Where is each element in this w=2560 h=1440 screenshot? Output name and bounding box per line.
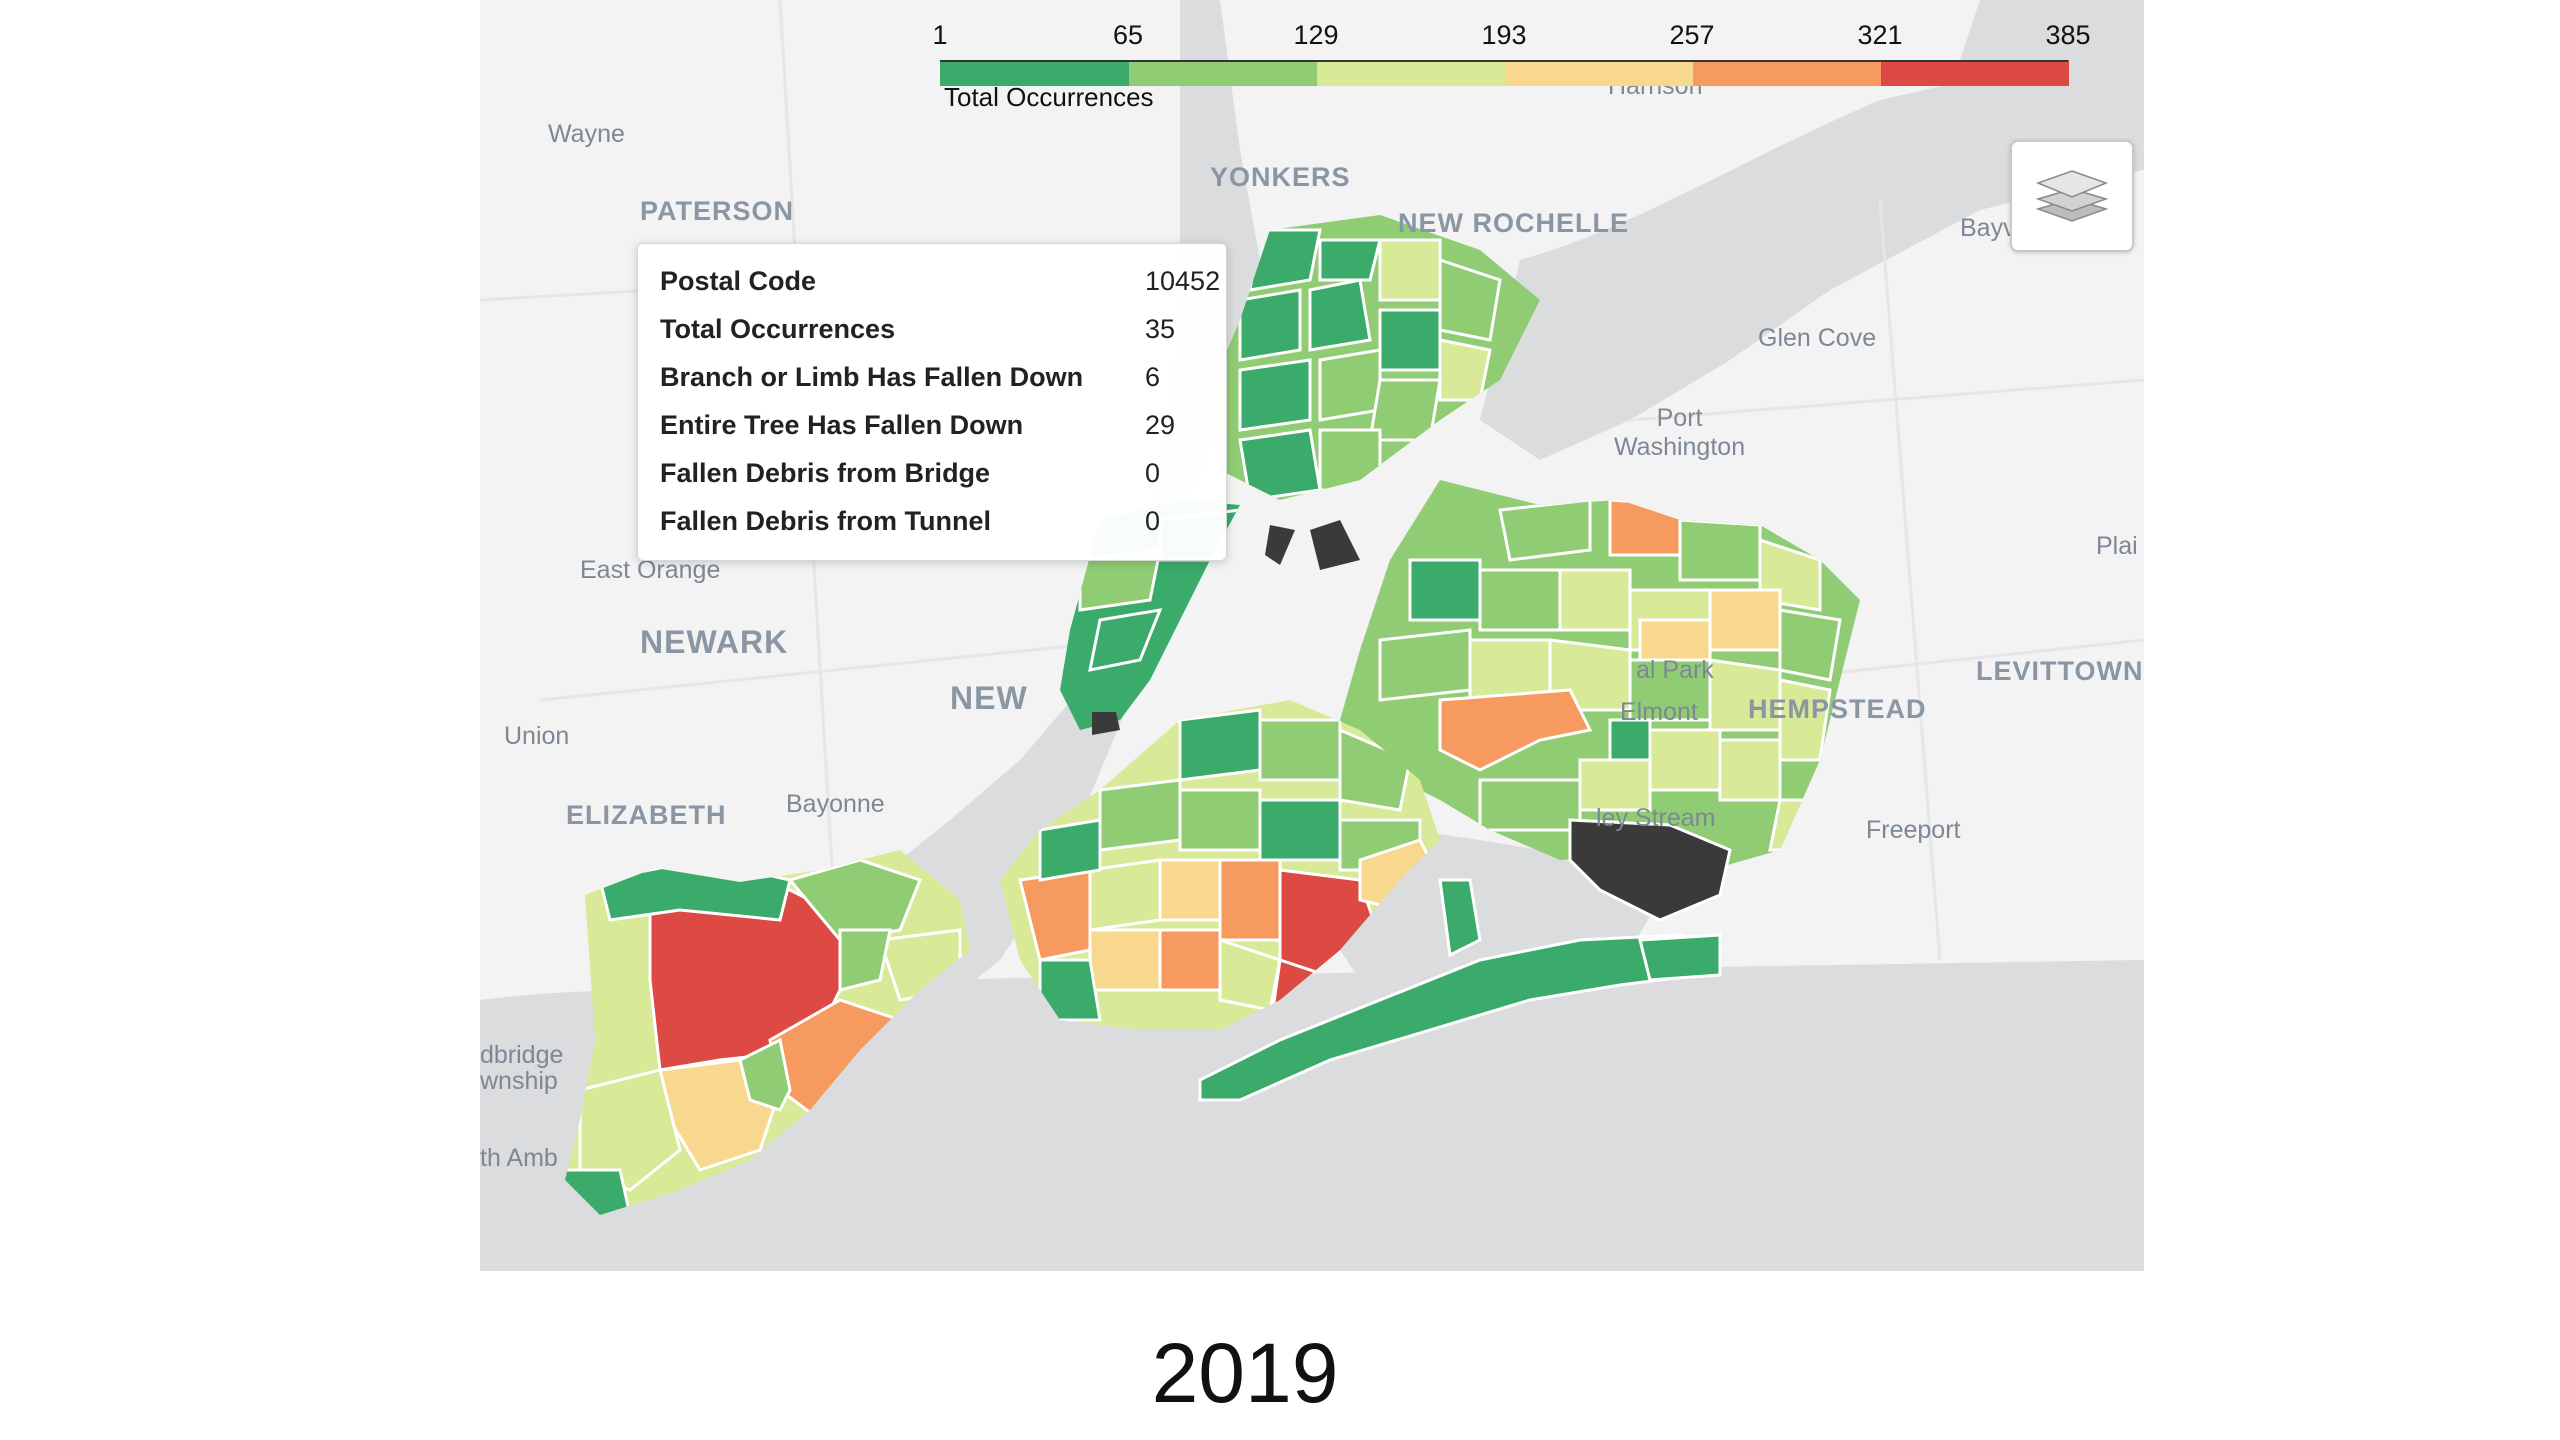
place-label-plai: Plai — [2096, 532, 2138, 560]
zip-tooltip: Postal Code 10452 Total Occurrences 35 Branc… — [637, 243, 1227, 561]
choropleth-map[interactable]: Wayne PATERSON YONKERS Harrison NEW ROCH… — [480, 0, 2144, 1271]
place-label-amboy: th Amb — [480, 1144, 558, 1172]
legend-color-segment — [1692, 60, 1881, 86]
tooltip-row: Branch or Limb Has Fallen Down 6 — [660, 362, 1206, 406]
rockaway-east[interactable] — [1638, 933, 1722, 982]
no-data-area — [1310, 520, 1360, 570]
atlantic-water — [480, 960, 2144, 1271]
legend-tick-label: 129 — [1293, 20, 1339, 50]
long-island-sound — [1480, 40, 2144, 460]
tooltip-row: Fallen Debris from Bridge 0 — [660, 458, 1206, 502]
place-label-port-washington: Port Washington — [1614, 404, 1746, 461]
broad-channel[interactable] — [1438, 878, 1482, 958]
legend-caption: Total Occurrences — [944, 82, 1154, 112]
legend-color-bar — [940, 60, 2069, 86]
no-data-area — [1092, 712, 1120, 735]
place-label-union: Union — [504, 722, 570, 750]
place-label-valley-stream: ley Stream — [1596, 804, 1716, 832]
place-label-woodbridge: dbridge wnship — [480, 1041, 564, 1095]
place-label-new-rochelle: NEW ROCHELLE — [1398, 208, 1629, 238]
place-label-yonkers: YONKERS — [1210, 162, 1351, 192]
legend-tick-label: 65 — [1112, 20, 1144, 50]
legend-color-segment — [1504, 60, 1693, 86]
place-label-park: al Park — [1636, 656, 1714, 684]
tooltip-row: Postal Code 10452 — [660, 266, 1220, 310]
layers-control-button[interactable] — [2010, 140, 2134, 252]
tooltip-key: Entire Tree Has Fallen Down — [660, 410, 1024, 440]
legend-axis-line — [940, 60, 2068, 62]
legend-color-segment — [1880, 60, 2069, 86]
tooltip-key: Fallen Debris from Bridge — [660, 458, 991, 488]
legend-tick-label: 257 — [1669, 20, 1715, 50]
legend-tick-label: 385 — [2045, 20, 2091, 50]
tooltip-row: Total Occurrences 35 — [660, 314, 1206, 358]
place-label-newark: NEWARK — [640, 624, 789, 660]
tooltip-key: Branch or Limb Has Fallen Down — [660, 362, 1084, 392]
color-legend: 1 65 129 193 257 321 385 Total Occurrences — [932, 14, 2120, 114]
place-label-new-york: NEW — [950, 680, 1028, 716]
place-label-levittown: LEVITTOWN — [1976, 656, 2144, 686]
tooltip-value: 0 — [1145, 506, 1161, 536]
legend-color-segment — [1128, 60, 1317, 86]
place-label-freeport: Freeport — [1866, 816, 1961, 844]
legend-color-segment — [1316, 60, 1505, 86]
tooltip-value: 35 — [1145, 314, 1176, 344]
tooltip-value: 0 — [1145, 458, 1161, 488]
place-label-elizabeth: ELIZABETH — [566, 800, 727, 830]
tooltip-row: Entire Tree Has Fallen Down 29 — [660, 410, 1206, 454]
layers-icon — [2035, 170, 2109, 222]
no-data-area — [1265, 525, 1295, 565]
place-label-glen-cove: Glen Cove — [1758, 324, 1877, 352]
tooltip-key: Fallen Debris from Tunnel — [660, 506, 992, 536]
tooltip-value: 29 — [1145, 410, 1176, 440]
place-label-wayne: Wayne — [548, 120, 625, 148]
no-data-area-jfk — [1568, 818, 1732, 922]
place-label-paterson: PATERSON — [640, 196, 795, 226]
tooltip-value: 10452 — [1145, 266, 1221, 296]
place-label-hempstead: HEMPSTEAD — [1748, 694, 1927, 724]
year-caption: 2019 — [1151, 1326, 1339, 1420]
legend-tick-label: 321 — [1857, 20, 1903, 50]
place-label-bayonne: Bayonne — [786, 790, 885, 818]
tooltip-value: 6 — [1145, 362, 1161, 392]
legend-color-segment — [940, 60, 1129, 86]
tooltip-row: Fallen Debris from Tunnel 0 — [660, 506, 1206, 550]
tooltip-key: Total Occurrences — [660, 314, 896, 344]
place-label-elmont: Elmont — [1620, 698, 1698, 726]
legend-tick-label: 193 — [1481, 20, 1527, 50]
legend-tick-label: 1 — [932, 20, 948, 50]
queens[interactable] — [1330, 470, 1870, 890]
tooltip-key: Postal Code — [660, 266, 817, 296]
